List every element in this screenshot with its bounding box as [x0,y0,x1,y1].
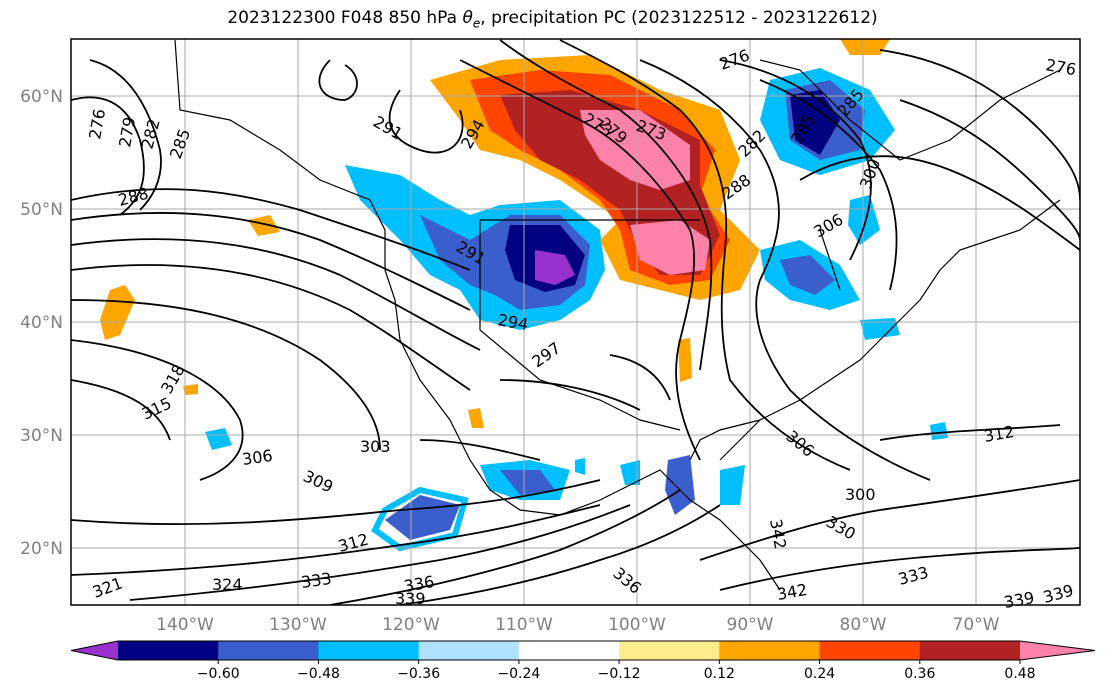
colorbar-segment [919,641,1021,660]
contour-label: 276 [85,107,109,140]
precip-neg-region-mexico-core [500,470,555,495]
colorbar-segment [719,641,821,660]
colorbar-tick-label: 0.24 [804,666,835,682]
map-title: 2023122300 F048 850 hPa θe, precipitatio… [227,8,878,31]
precip-neg-region-atlantic [860,318,900,340]
precip-pos-patch-offshore [248,215,280,236]
contour-label: 333 [896,563,930,589]
colorbar-segment [518,641,620,660]
precip-neg-region-hawaii [205,428,232,450]
theta-e-contours [71,39,1080,605]
lat-label: 40°N [20,313,63,333]
colorbar-segment [819,641,921,660]
lat-label: 20°N [20,539,63,559]
latitude-labels: 60°N 50°N 40°N 30°N 20°N [20,87,63,559]
colorbar-extend-low [71,641,118,660]
precip-neg-region-great-lakes-core [780,255,835,295]
contour-label: 306 [811,210,847,242]
precip-neg-region-southeast [620,460,640,485]
colorbar-segment [318,641,420,660]
lon-label: 70°W [953,615,1000,635]
precip-pos-patch-hawaii [183,384,198,395]
contour-label: 300 [845,485,876,504]
colorbar-tick-label: 0.36 [904,666,935,682]
precip-pos-patch-pacific [100,285,135,340]
contour-label: 333 [300,569,333,592]
lon-label: 140°W [156,615,214,635]
lon-label: 110°W [495,615,553,635]
precip-pos-region-canada-max [580,110,690,190]
contour-label: 336 [609,564,645,598]
colorbar-tick-label: 0.12 [704,666,735,682]
precip-neg-region-west-min [535,250,575,285]
lat-label: 50°N [20,200,63,220]
precip-pos-patch-northeast [840,39,890,55]
colorbar-tick-label: −0.60 [197,666,240,682]
contour-label: 342 [775,580,808,604]
precip-pos-patch-texas [678,338,692,382]
contour-label: 309 [300,466,336,496]
contour-label: 318 [157,361,189,397]
precip-pos-region-midwest-max [630,220,710,275]
contour-label: 306 [782,427,818,461]
colorbar-outline [70,640,1096,661]
map-frame [70,38,1081,606]
contour-label: 339 [395,589,426,608]
contour-label: 288 [116,184,150,210]
contour-label: 279 [115,115,139,148]
precip-pos-patch-southwest [468,408,484,428]
precip-neg-region-gulf-east [720,465,745,505]
colorbar-segment [418,641,520,660]
contour-label: 297 [528,338,564,371]
contour-label: 339 [1041,581,1075,607]
lon-label: 90°W [727,615,774,635]
contour-label: 324 [212,575,243,594]
lon-label: 80°W [840,615,887,635]
colorbar-tick-label: 0.48 [1004,666,1035,682]
precip-neg-region-atlantic-2 [930,422,948,440]
contour-label: 285 [166,126,194,161]
contour-label: 276 [717,45,752,73]
colorbar-tick-label: −0.24 [497,666,540,682]
colorbar-tick-label: −0.12 [598,666,641,682]
colorbar-segment [218,641,319,660]
contour-label: 306 [241,446,274,469]
contour-label: 339 [1002,588,1035,612]
contour-label: 312 [336,530,370,556]
contour-label: 315 [139,393,175,423]
contour-label: 330 [823,512,859,544]
longitude-labels: 140°W 130°W 120°W 110°W 100°W 90°W 80°W … [156,615,1000,635]
colorbar-tick-label: −0.36 [397,666,440,682]
colorbar-segment [118,641,219,660]
contour-label: 312 [982,422,1015,446]
precip-neg-region-quebec [848,195,880,245]
contour-label: 321 [90,573,125,601]
precip-neg-region-caribbean [575,458,585,475]
lat-label: 60°N [20,87,63,107]
contour-label: 303 [360,437,391,456]
colorbar: −0.60 −0.48 −0.36 −0.24 −0.12 0.12 0.24 0.36 0.4… [70,640,1105,682]
colorbar-tick-label: −0.48 [297,666,340,682]
colorbar-segment [619,641,720,660]
contour-labels: 276 279 282 285 288 291 294 273 276 279 … [85,45,1077,611]
contour-label: 342 [766,517,790,550]
colorbar-extend-high [1020,641,1095,660]
precip-neg-region-gulf [665,455,695,515]
lat-label: 30°N [20,426,63,446]
precip-shading [100,39,948,552]
lon-label: 100°W [608,615,666,635]
lon-label: 120°W [382,615,440,635]
contour-label: 294 [496,310,529,334]
lon-label: 130°W [269,615,327,635]
